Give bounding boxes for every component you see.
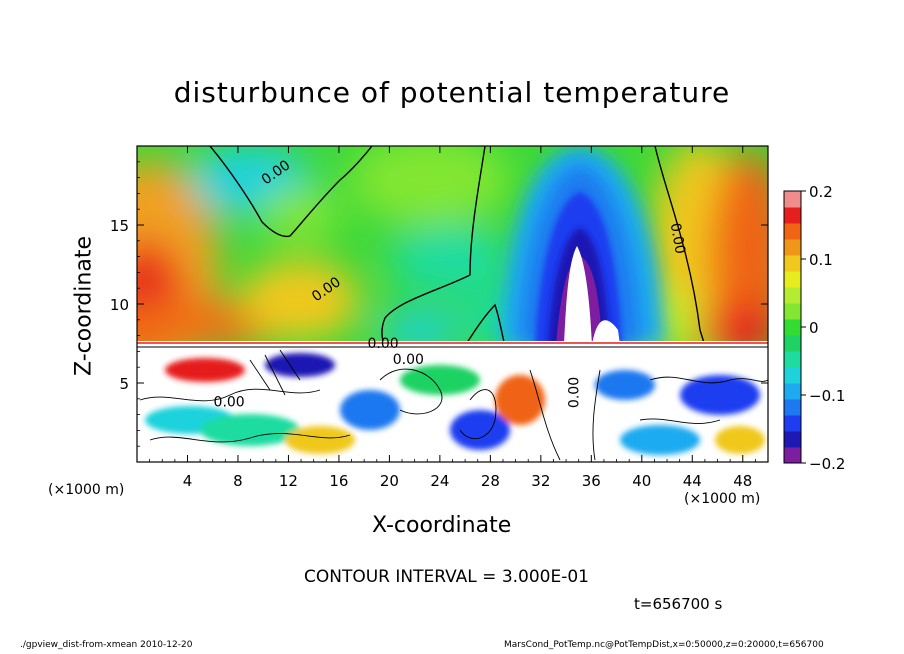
colorbar-level-1 — [784, 431, 801, 448]
colorbar-level-5 — [784, 367, 801, 384]
contour-label-4: 0.00 — [393, 352, 424, 368]
zero-contours — [209, 146, 706, 347]
y-tick-label-1: 10 — [110, 296, 129, 314]
contour-label-3: 0.00 — [368, 336, 399, 352]
x-axis: 4 8 12 16 20 24 28 32 36 40 44 48 — [149, 146, 756, 490]
y-tick-label-2: 15 — [110, 217, 129, 235]
colorbar-level-16 — [784, 191, 801, 208]
x-tick-label-2: 12 — [279, 472, 298, 490]
footer-left: ./gpview_dist-from-xmean 2010-12-20 — [20, 640, 193, 650]
colorbar-level-4 — [784, 383, 801, 400]
contour-label-6: 0.00 — [567, 377, 583, 408]
x-tick-label-0: 4 — [183, 472, 193, 490]
x-tick-label-7: 32 — [531, 472, 550, 490]
chart-title: disturbunce of potential temperature — [173, 76, 731, 109]
colorbar-level-13 — [784, 239, 801, 256]
x-unit-label: (×1000 m) — [684, 491, 761, 507]
x-tick-label-6: 28 — [481, 472, 500, 490]
x-axis-label: X-coordinate — [372, 513, 512, 538]
x-tick-label-4: 20 — [380, 472, 399, 490]
x-tick-label-9: 40 — [632, 472, 651, 490]
colorbar-level-0 — [784, 447, 801, 464]
colorbar-tick-label-0: 0.2 — [809, 183, 833, 201]
footer-right: MarsCond_PotTemp.nc@PotTempDist,x=0:5000… — [504, 640, 824, 650]
time-label: t=656700 s — [634, 595, 723, 613]
colorbar-level-2 — [784, 415, 801, 432]
colorbar-tick-label-4: −0.2 — [809, 455, 845, 473]
x-tick-label-3: 16 — [329, 472, 348, 490]
x-tick-label-5: 24 — [430, 472, 449, 490]
z-unit-label: (×1000 m) — [48, 482, 125, 498]
colorbar-level-15 — [784, 207, 801, 224]
colorbar-level-12 — [784, 255, 801, 272]
y-axis: 5 10 15 — [110, 161, 768, 447]
colorbar-level-6 — [784, 351, 801, 368]
colorbar-level-14 — [784, 223, 801, 240]
colorbar-level-7 — [784, 335, 801, 352]
cold-plume — [500, 146, 665, 345]
colorbar-tick-label-2: 0 — [809, 319, 819, 337]
x-tick-label-10: 44 — [683, 472, 702, 490]
contour-label-5: 0.00 — [214, 395, 245, 411]
colorbar-level-9 — [784, 303, 801, 320]
contour-label-2: 0.00 — [667, 222, 688, 255]
colorbar-level-10 — [784, 287, 801, 304]
x-tick-label-1: 8 — [233, 472, 243, 490]
x-tick-label-11: 48 — [733, 472, 752, 490]
colorbar-level-11 — [784, 271, 801, 288]
colorbar-level-8 — [784, 319, 801, 336]
colorbar-level-3 — [784, 399, 801, 416]
colorbar-tick-label-3: −0.1 — [809, 387, 845, 405]
colorbar: 0.2 0.1 0 −0.1 −0.2 — [783, 183, 845, 473]
x-tick-label-8: 36 — [582, 472, 601, 490]
y-tick-label-0: 5 — [119, 375, 129, 393]
contour-interval-note: CONTOUR INTERVAL = 3.000E-01 — [304, 567, 589, 587]
turbulent-layer — [137, 341, 768, 462]
field-area: 0.000.000.000.000.000.00 0.00 — [137, 146, 768, 462]
colorbar-tick-label-1: 0.1 — [809, 251, 833, 269]
